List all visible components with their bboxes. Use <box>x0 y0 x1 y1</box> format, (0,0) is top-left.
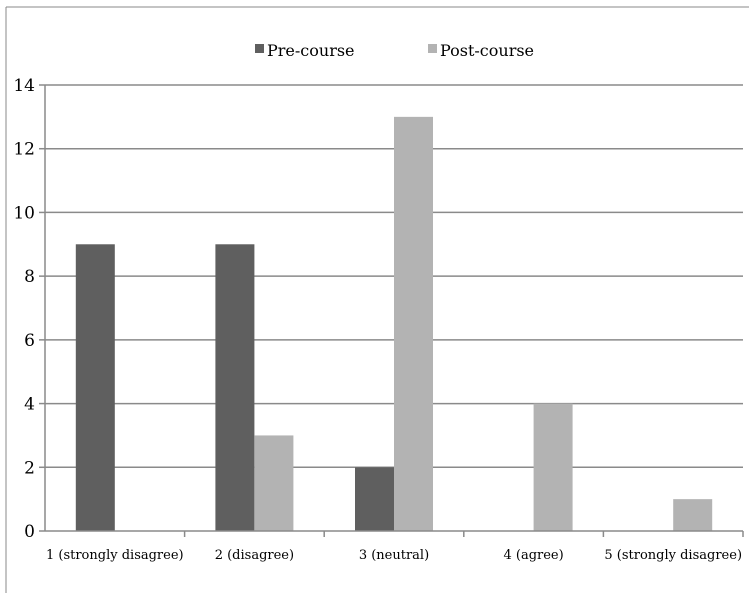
legend-swatch-post-course <box>428 44 437 53</box>
y-tick-label: 2 <box>24 458 35 478</box>
bar-pre-course-3 <box>355 467 394 531</box>
axes <box>39 84 744 537</box>
bar-post-course-2 <box>254 435 294 531</box>
y-tick-label: 6 <box>24 331 35 351</box>
x-tick-label: 2 (disagree) <box>215 548 294 563</box>
bar-post-course-4 <box>533 403 573 531</box>
y-tick-label: 0 <box>24 522 35 542</box>
legend-label: Post-course <box>440 41 534 60</box>
bars <box>75 116 713 532</box>
legend-label: Pre-course <box>267 41 355 60</box>
x-tick-label: 3 (neutral) <box>359 548 429 563</box>
bar-pre-course-1 <box>75 244 115 532</box>
legend-swatch-pre-course <box>255 44 264 53</box>
y-tick-label: 8 <box>24 267 35 287</box>
bar-post-course-3 <box>394 116 433 531</box>
y-tick-label: 10 <box>13 203 35 223</box>
y-tick-label: 14 <box>13 76 35 96</box>
tick-labels: 0 2 4 6 8 10 12 14 1 (strongly disagree) 2 (disag… <box>13 76 742 563</box>
y-tick-label: 4 <box>24 395 35 415</box>
x-tick-label: 4 (agree) <box>503 548 563 563</box>
x-tick-label: 5 (strongly disagree) <box>604 548 742 563</box>
y-tick-label: 12 <box>13 140 35 160</box>
legend: Pre-course Post-course <box>255 41 534 60</box>
bar-post-course-5 <box>673 499 713 531</box>
bar-pre-course-2 <box>215 244 255 532</box>
x-tick-label: 1 (strongly disagree) <box>46 548 184 563</box>
